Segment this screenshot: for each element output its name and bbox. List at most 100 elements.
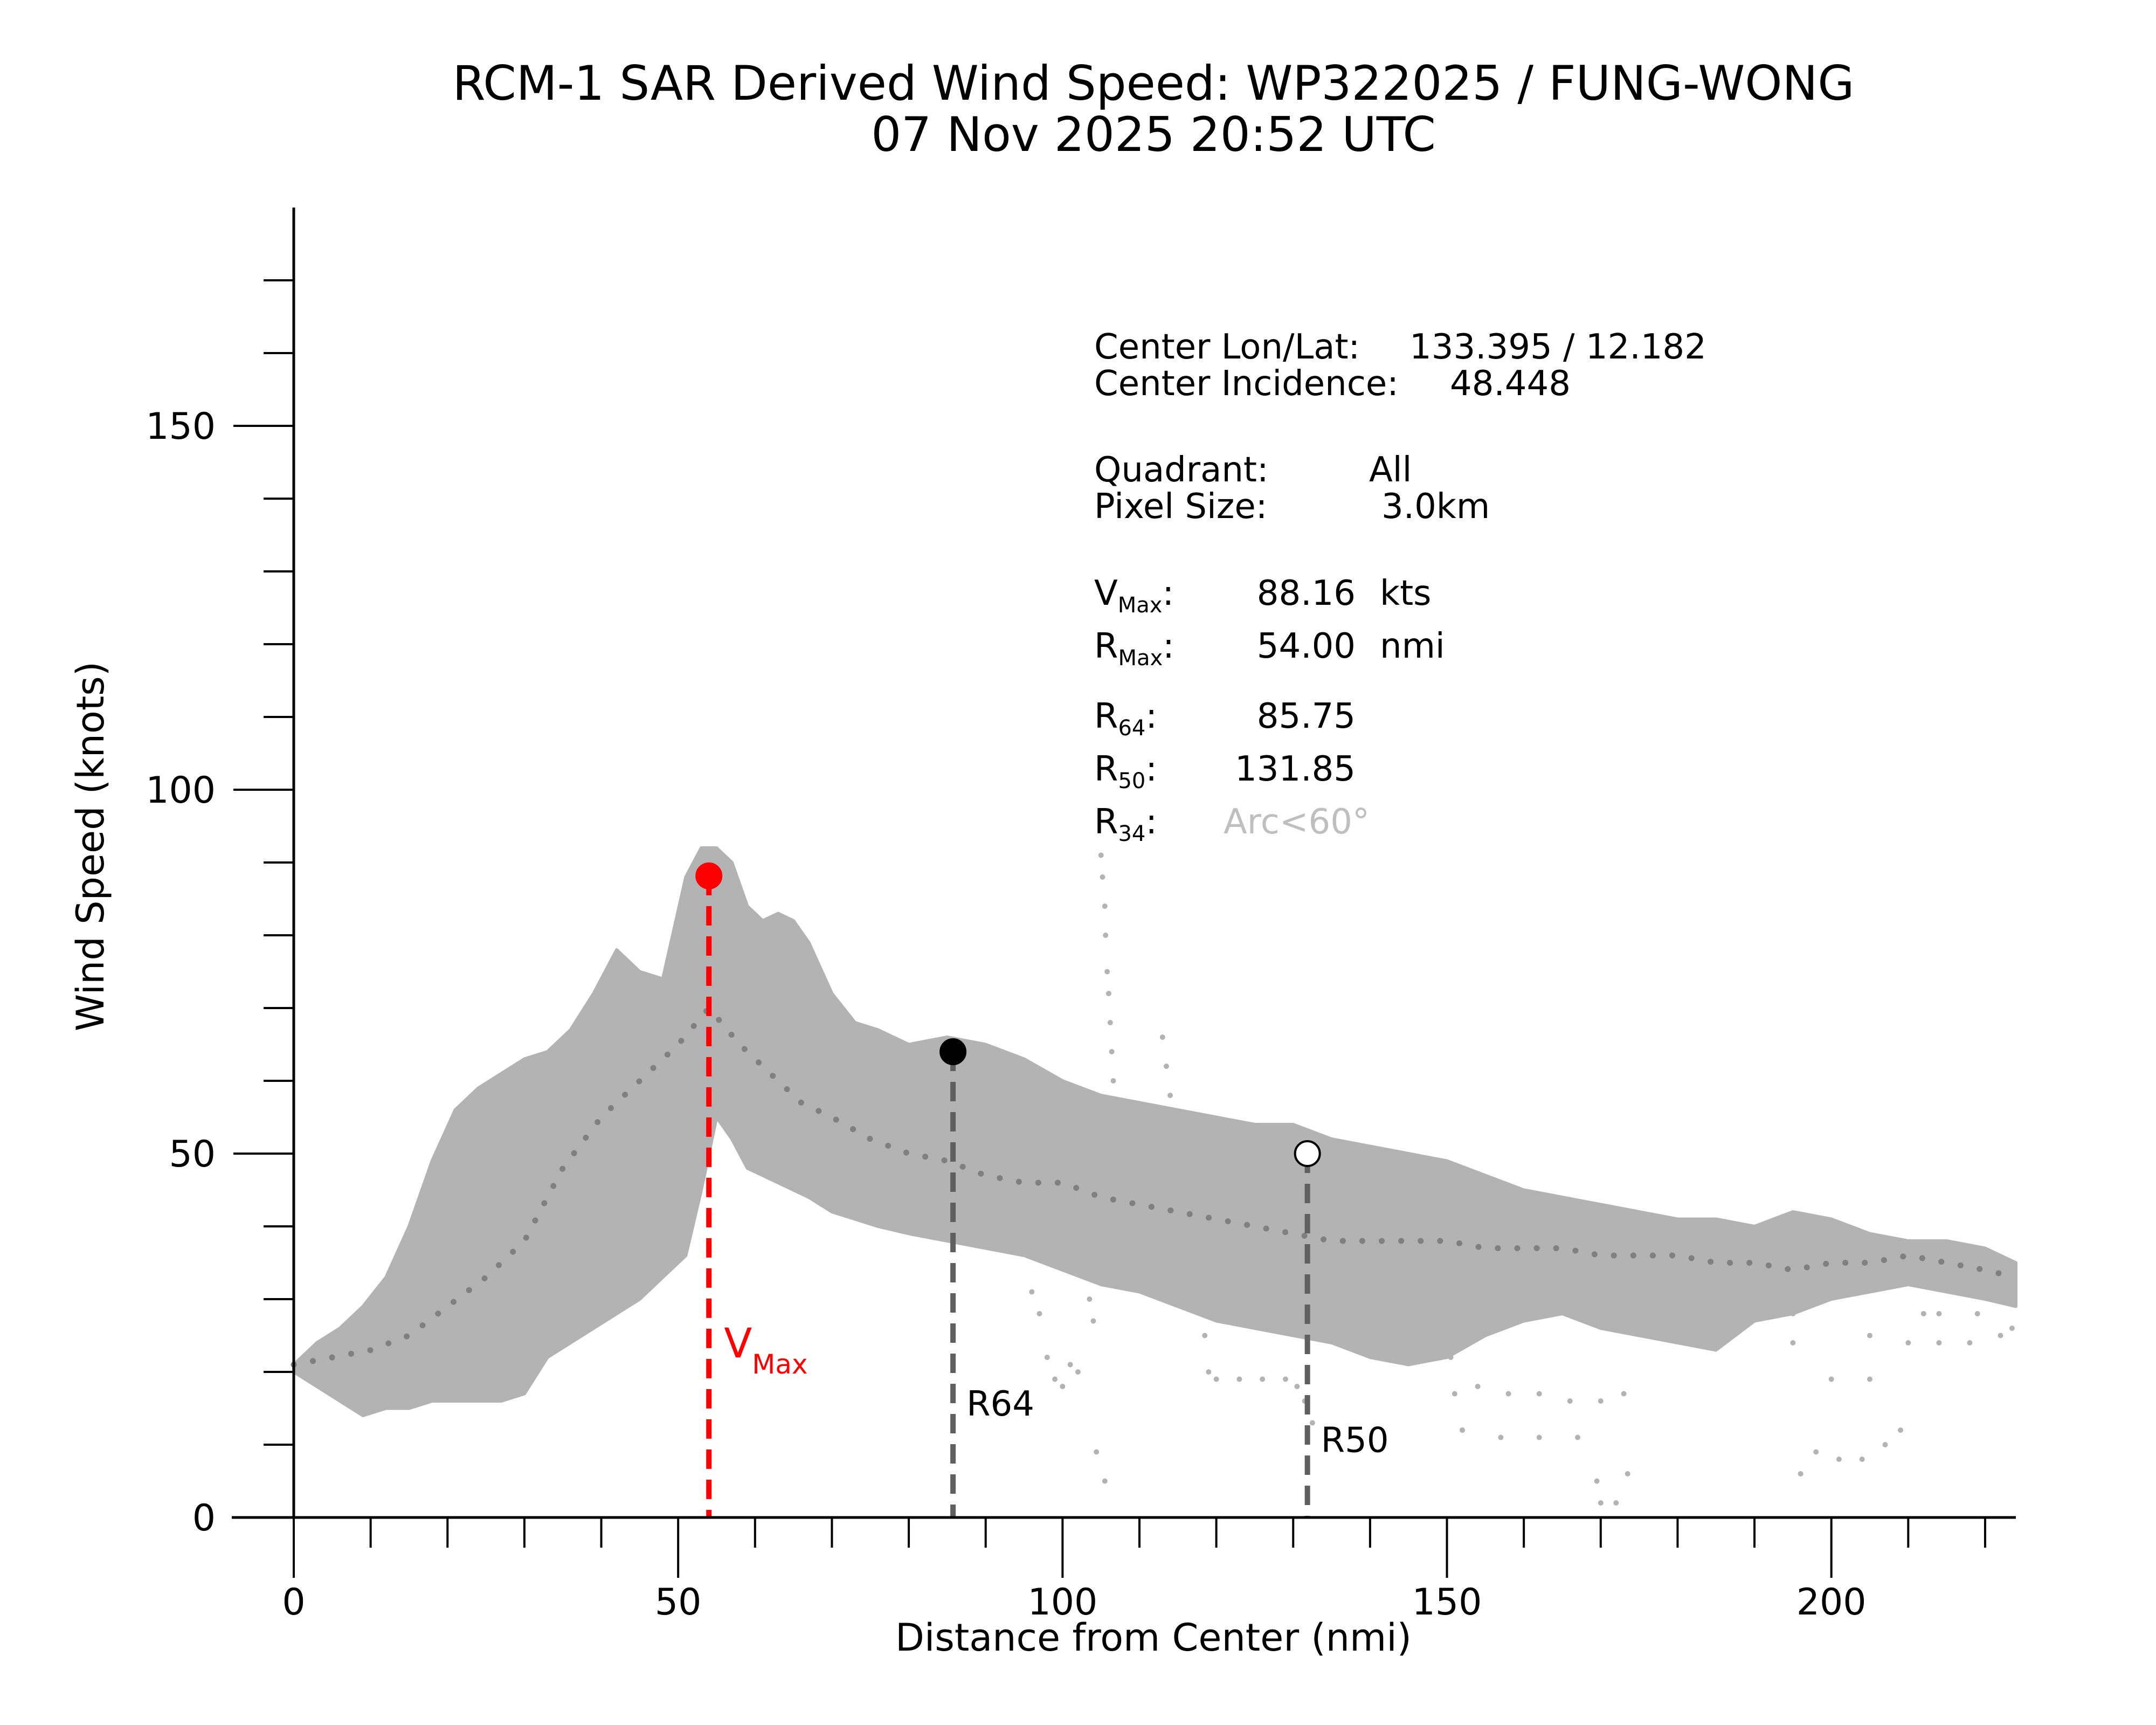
y-tick-label: 50 xyxy=(169,1133,216,1176)
outlier-point xyxy=(2005,1296,2011,1302)
vmax-marker xyxy=(695,862,723,889)
outlier-point xyxy=(1475,1384,1481,1389)
info-vmax-value: 88.16 xyxy=(1257,574,1356,613)
outlier-point xyxy=(1594,1478,1600,1484)
outlier-point xyxy=(1260,1376,1266,1382)
r64-marker xyxy=(939,1038,967,1065)
outlier-point xyxy=(1107,1020,1113,1025)
outlier-point xyxy=(1060,1384,1066,1389)
outlier-point xyxy=(1905,1340,1911,1346)
outlier-point xyxy=(1998,1333,2003,1338)
info-pixel-label: Pixel Size: xyxy=(1094,487,1267,527)
outlier-point xyxy=(1090,1318,1096,1324)
info-r50-label: R50: xyxy=(1094,749,1157,794)
outlier-point xyxy=(1536,1434,1542,1440)
outlier-point xyxy=(1790,1340,1796,1346)
outlier-point xyxy=(1052,1376,1058,1382)
outlier-point xyxy=(1452,1311,1457,1316)
x-tick-label: 150 xyxy=(1412,1581,1482,1624)
outlier-point xyxy=(1110,1078,1116,1084)
y-tick-label: 150 xyxy=(146,405,216,448)
info-rmax-unit: nmi xyxy=(1380,626,1445,666)
outlier-point xyxy=(1598,1500,1604,1506)
outlier-point xyxy=(1790,1311,1796,1316)
outlier-point xyxy=(1309,1420,1315,1426)
outlier-point xyxy=(1202,1333,1208,1338)
info-r64-value: 85.75 xyxy=(1257,696,1356,736)
outlier-point xyxy=(1882,1442,1888,1447)
outlier-point xyxy=(1206,1369,1212,1375)
outlier-point xyxy=(1974,1311,1980,1316)
outlier-point xyxy=(1936,1311,1942,1316)
outlier-point xyxy=(1498,1434,1504,1440)
info-rmax-value: 54.00 xyxy=(1257,626,1356,666)
plot-area: VMax R64 R50 xyxy=(291,846,2019,1517)
info-center-value: 133.395 / 12.182 xyxy=(1409,327,1706,367)
outlier-point xyxy=(1798,1471,1803,1476)
outlier-point xyxy=(1102,1478,1108,1484)
y-axis-label: Wind Speed (knots) xyxy=(68,661,113,1031)
y-tick-label: 0 xyxy=(192,1497,216,1540)
info-r34-label: R34: xyxy=(1094,802,1157,846)
r64-annotation: R64 xyxy=(966,1384,1034,1424)
outlier-point xyxy=(1029,1289,1035,1295)
outlier-point xyxy=(1094,1449,1100,1455)
info-r34-value: Arc<60° xyxy=(1224,802,1370,842)
chart-title: RCM-1 SAR Derived Wind Speed: WP322025 /… xyxy=(453,56,1855,111)
outlier-point xyxy=(1536,1391,1542,1397)
outlier-point xyxy=(1859,1457,1865,1462)
outlier-point xyxy=(1625,1471,1630,1476)
outlier-point xyxy=(1598,1398,1604,1404)
outlier-point xyxy=(1505,1391,1511,1397)
info-panel: Center Lon/Lat: 133.395 / 12.182 Center … xyxy=(1094,327,1706,846)
x-axis-label: Distance from Center (nmi) xyxy=(895,1616,1412,1660)
outlier-point xyxy=(1867,1376,1872,1382)
outlier-point xyxy=(1159,1034,1165,1040)
outlier-point xyxy=(1448,1355,1454,1360)
outlier-point xyxy=(1087,1296,1093,1302)
outlier-point xyxy=(1967,1340,1973,1346)
info-pixel-value: 3.0km xyxy=(1381,487,1490,527)
outlier-point xyxy=(1100,874,1105,880)
outlier-point xyxy=(1067,1362,1073,1368)
info-vmax-unit: kts xyxy=(1380,574,1432,613)
info-r50-value: 131.85 xyxy=(1235,749,1356,789)
vmax-annotation: VMax xyxy=(724,1319,807,1380)
outlier-point xyxy=(1828,1376,1834,1382)
r50-annotation: R50 xyxy=(1321,1421,1389,1461)
outlier-point xyxy=(1236,1376,1242,1382)
outlier-point xyxy=(1867,1333,1872,1338)
outlier-point xyxy=(1294,1384,1300,1389)
outlier-point xyxy=(1936,1340,1942,1346)
y-tick-label: 100 xyxy=(146,769,216,812)
outlier-point xyxy=(1044,1355,1050,1360)
info-center-label: Center Lon/Lat: xyxy=(1094,327,1360,367)
outlier-point xyxy=(1898,1427,1903,1433)
outlier-point xyxy=(1109,1049,1115,1054)
outlier-point xyxy=(1111,1100,1117,1106)
chart-subtitle: 07 Nov 2025 20:52 UTC xyxy=(871,107,1436,162)
info-quadrant-label: Quadrant: xyxy=(1094,450,1269,490)
outlier-point xyxy=(1075,1369,1081,1375)
outlier-point xyxy=(1452,1391,1457,1397)
outlier-point xyxy=(1920,1311,1926,1316)
outlier-point xyxy=(1103,933,1109,938)
outlier-point xyxy=(1575,1434,1580,1440)
outlier-point xyxy=(2009,1326,2015,1331)
scatter-envelope xyxy=(292,846,2017,1417)
outlier-point xyxy=(1104,969,1110,975)
x-tick-label: 50 xyxy=(655,1581,702,1624)
outlier-point xyxy=(1613,1500,1619,1506)
outlier-point xyxy=(1621,1391,1627,1397)
info-rmax-label: RMax: xyxy=(1094,626,1174,671)
info-r64-label: R64: xyxy=(1094,696,1157,741)
x-tick-label: 100 xyxy=(1027,1581,1097,1624)
x-tick-label: 200 xyxy=(1796,1581,1867,1624)
info-incidence-label: Center Incidence: xyxy=(1094,364,1399,404)
axes: 0 50 100 150 0 50 100 150 200 xyxy=(146,208,2016,1624)
outlier-point xyxy=(1036,1311,1042,1316)
outlier-point xyxy=(1198,1303,1204,1309)
info-incidence-value: 48.448 xyxy=(1450,364,1571,404)
